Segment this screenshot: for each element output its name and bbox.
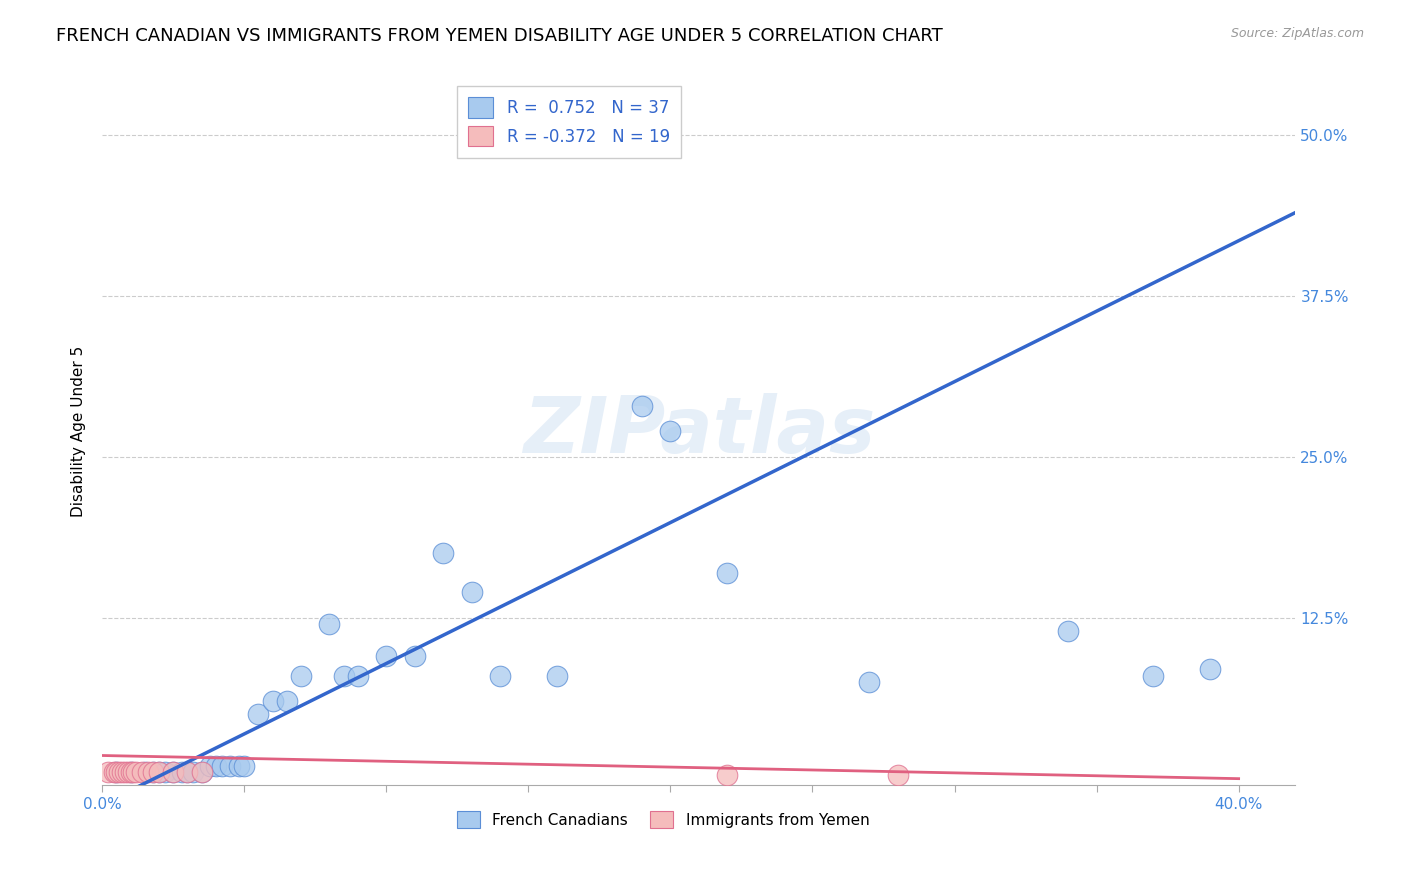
Point xyxy=(125,765,148,780)
Y-axis label: Disability Age Under 5: Disability Age Under 5 xyxy=(72,345,86,516)
Point xyxy=(211,759,233,773)
Point xyxy=(886,768,908,782)
Point xyxy=(142,765,165,780)
Point xyxy=(233,759,256,773)
Point xyxy=(198,759,221,773)
Point xyxy=(97,765,120,780)
Point xyxy=(1142,669,1164,683)
Point xyxy=(276,694,298,708)
Point xyxy=(134,765,156,780)
Point xyxy=(375,649,398,664)
Point xyxy=(228,759,250,773)
Point xyxy=(716,768,738,782)
Point xyxy=(153,765,176,780)
Point xyxy=(105,765,128,780)
Point xyxy=(205,759,228,773)
Point xyxy=(148,765,170,780)
Point xyxy=(122,765,145,780)
Point xyxy=(404,649,426,664)
Text: ZIPatlas: ZIPatlas xyxy=(523,393,875,469)
Text: FRENCH CANADIAN VS IMMIGRANTS FROM YEMEN DISABILITY AGE UNDER 5 CORRELATION CHAR: FRENCH CANADIAN VS IMMIGRANTS FROM YEMEN… xyxy=(56,27,943,45)
Point xyxy=(136,765,159,780)
Point xyxy=(142,765,165,780)
Point xyxy=(190,765,212,780)
Point xyxy=(181,765,204,780)
Point xyxy=(290,669,312,683)
Point xyxy=(247,707,270,722)
Point xyxy=(148,765,170,780)
Point xyxy=(716,566,738,580)
Point xyxy=(432,547,454,561)
Legend: French Canadians, Immigrants from Yemen: French Canadians, Immigrants from Yemen xyxy=(450,805,876,834)
Point xyxy=(114,765,136,780)
Point xyxy=(117,765,139,780)
Point xyxy=(460,585,482,599)
Point xyxy=(120,765,142,780)
Point xyxy=(347,669,370,683)
Point xyxy=(546,669,568,683)
Point xyxy=(170,765,193,780)
Point xyxy=(162,765,184,780)
Point xyxy=(631,399,654,413)
Point xyxy=(131,765,153,780)
Point xyxy=(858,675,880,690)
Point xyxy=(105,765,128,780)
Point xyxy=(190,765,212,780)
Point xyxy=(103,765,125,780)
Point xyxy=(176,765,198,780)
Point xyxy=(489,669,512,683)
Text: Source: ZipAtlas.com: Source: ZipAtlas.com xyxy=(1230,27,1364,40)
Point xyxy=(1057,624,1080,638)
Point xyxy=(219,759,242,773)
Point xyxy=(162,765,184,780)
Point xyxy=(659,424,682,438)
Point xyxy=(318,617,340,632)
Point xyxy=(120,765,142,780)
Point xyxy=(332,669,354,683)
Point xyxy=(1199,662,1222,676)
Point xyxy=(176,765,198,780)
Point xyxy=(108,765,131,780)
Point xyxy=(111,765,134,780)
Point xyxy=(262,694,284,708)
